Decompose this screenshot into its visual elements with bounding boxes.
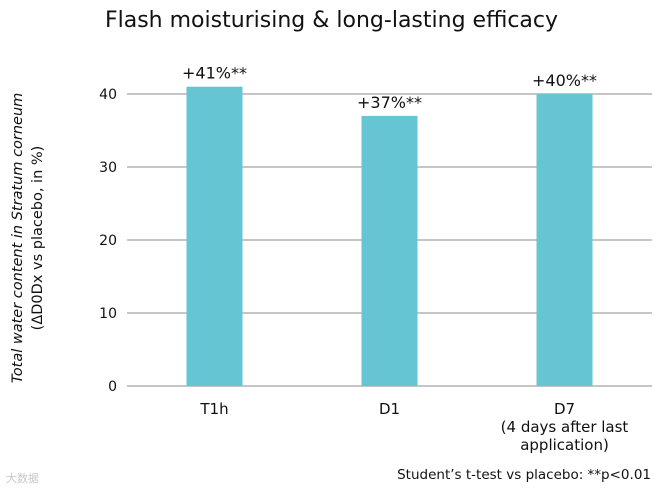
x-tick-label: T1h bbox=[199, 400, 228, 418]
bar bbox=[536, 94, 593, 386]
x-tick-label-line: (4 days after last bbox=[501, 418, 629, 436]
bar bbox=[186, 86, 243, 386]
y-tick-label: 20 bbox=[99, 233, 117, 249]
footnote: Student’s t-test vs placebo: **p<0.01 bbox=[397, 467, 651, 483]
x-tick-label-line: D1 bbox=[379, 400, 400, 418]
x-tick-label-line: application) bbox=[520, 436, 609, 454]
y-tick-label: 40 bbox=[99, 87, 117, 103]
y-tick-label: 10 bbox=[99, 306, 117, 322]
y-tick-label: 30 bbox=[99, 160, 117, 176]
chart-title: Flash moisturising & long-lasting effica… bbox=[104, 8, 559, 33]
data-label: +40%** bbox=[532, 71, 597, 90]
y-axis-label: Total water content in Stratum corneum (Δ… bbox=[10, 93, 46, 384]
x-tick-label: D7 (4 days after last application) bbox=[501, 400, 629, 454]
x-tick-label: D1 bbox=[379, 400, 400, 418]
y-axis-label-line-1: Total water content in Stratum corneum bbox=[10, 93, 26, 384]
data-label: +41%** bbox=[182, 64, 247, 83]
y-axis-label-line-2: (ΔD0Dx vs placebo, in %) bbox=[30, 146, 46, 331]
x-tick-label-line: D7 bbox=[554, 400, 575, 418]
y-tick-label: 0 bbox=[108, 379, 117, 395]
data-label: +37%** bbox=[357, 93, 422, 112]
x-tick-label-line: T1h bbox=[199, 400, 228, 418]
bar bbox=[361, 115, 418, 387]
watermark-text: 大数据 bbox=[6, 472, 39, 485]
